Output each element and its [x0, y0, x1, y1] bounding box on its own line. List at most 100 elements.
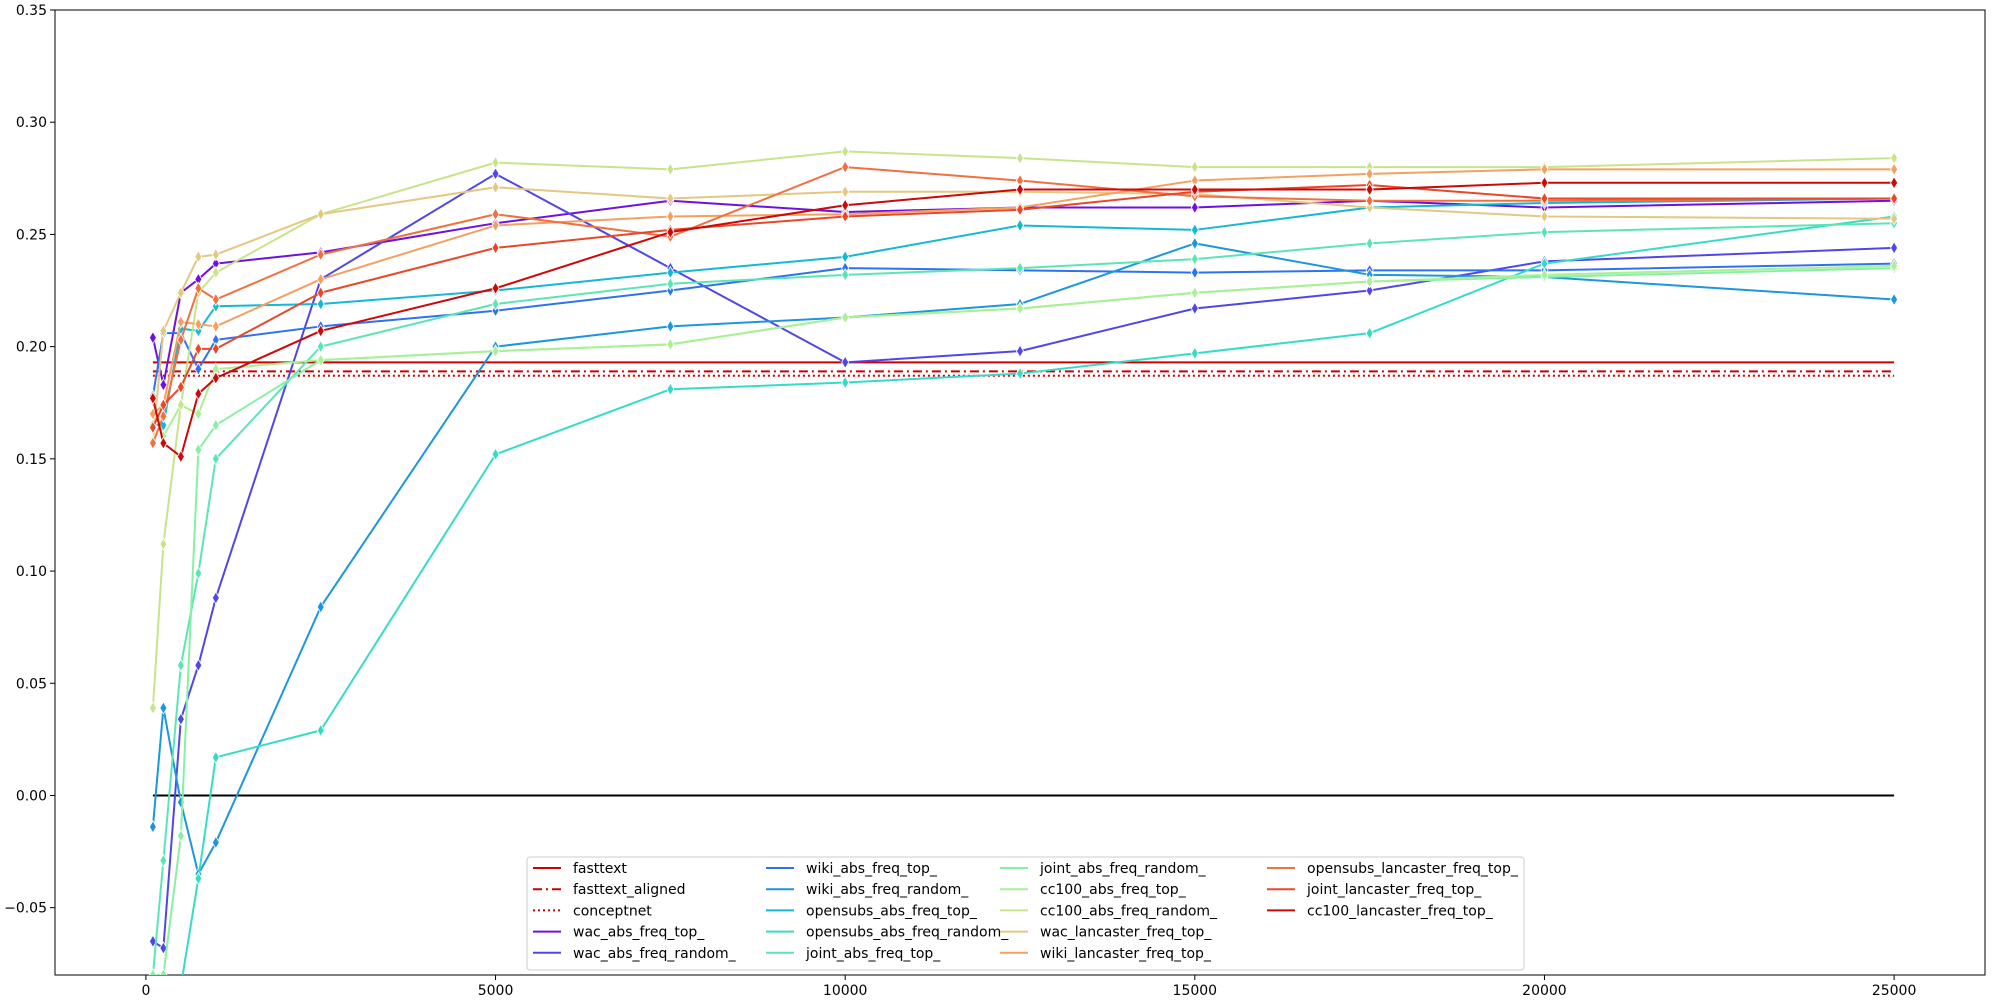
data-point [1365, 236, 1374, 251]
legend-item: conceptnet [533, 903, 652, 919]
data-point [841, 310, 850, 325]
series-line [151, 242, 1895, 876]
data-point [176, 285, 185, 300]
legend-box [526, 856, 1525, 971]
data-point [1016, 344, 1024, 358]
data-point [211, 750, 220, 765]
data-point [316, 297, 325, 311]
data-point [491, 207, 500, 222]
legend-item: wac_abs_freq_random_ [533, 946, 737, 962]
y-tick-label: 0.25 [16, 227, 47, 243]
legend-item: cc100_abs_freq_top_ [1000, 882, 1187, 898]
data-point [841, 209, 850, 224]
data-point [176, 315, 185, 329]
series-line [151, 199, 1895, 386]
data-point [491, 218, 500, 233]
series-line [152, 172, 1895, 950]
x-axis: 0 5000 10000 15000 20000 25000 [141, 975, 1916, 999]
data-point [316, 600, 325, 614]
data-point [841, 250, 850, 264]
data-point [148, 420, 157, 435]
data-point [1190, 285, 1199, 300]
data-point [666, 191, 675, 206]
data-point [491, 297, 500, 311]
series-wiki_abs_freq_top_ [148, 256, 1899, 403]
data-point [491, 447, 500, 462]
data-point [1190, 346, 1199, 361]
data-point [1540, 191, 1549, 206]
data-point [176, 380, 185, 394]
data-point [194, 386, 203, 401]
data-point [177, 980, 184, 992]
data-point [1540, 209, 1549, 224]
legend-label: opensubs_abs_freq_random_ [806, 925, 1009, 941]
data-point [159, 968, 168, 975]
data-point [491, 167, 500, 181]
data-point [194, 407, 203, 421]
data-point [194, 871, 203, 886]
data-point [1190, 265, 1199, 280]
data-point [1190, 223, 1199, 237]
legend-item: wac_abs_freq_top_ [533, 925, 705, 941]
data-point [1190, 252, 1199, 266]
data-point [316, 207, 325, 222]
data-point [194, 281, 203, 296]
data-point [1890, 241, 1899, 255]
legend-label: cc100_abs_freq_top_ [1040, 882, 1187, 898]
data-point [1016, 151, 1024, 165]
series-opensubs_lancaster_freq_top_ [148, 160, 1899, 450]
data-point [841, 144, 850, 159]
y-tick-label: 0.20 [16, 340, 47, 356]
series-wiki_lancaster_freq_top_ [148, 162, 1899, 421]
y-tick-label: 0.30 [16, 115, 47, 131]
data-point [1365, 283, 1374, 298]
legend-item: joint_abs_freq_top_ [766, 946, 941, 962]
series-line [151, 181, 1895, 458]
data-point [176, 658, 185, 673]
series-wiki_abs_freq_random_ [148, 236, 1899, 881]
legend-label: opensubs_lancaster_freq_top_ [1307, 861, 1519, 877]
data-point [211, 591, 220, 605]
legend-label: cc100_lancaster_freq_top_ [1307, 903, 1494, 919]
data-point [211, 835, 220, 850]
data-point [1890, 191, 1899, 206]
data-point [1016, 202, 1024, 217]
data-point [666, 162, 675, 177]
data-point [176, 712, 185, 726]
data-point [159, 409, 168, 423]
data-point [491, 180, 500, 195]
x-tick-label: 25000 [1872, 983, 1917, 999]
legend-label: fasttext [573, 861, 627, 877]
legend-item: wac_lancaster_freq_top_ [1000, 925, 1212, 941]
data-point [491, 344, 500, 358]
data-point [211, 452, 220, 466]
data-point [666, 209, 675, 224]
series-line [151, 166, 1895, 444]
data-point [211, 418, 220, 432]
data-point [1365, 182, 1374, 197]
data-point [1890, 292, 1899, 307]
data-point [841, 198, 850, 213]
legend-item: wiki_lancaster_freq_top_ [1000, 946, 1212, 962]
data-point [159, 324, 168, 338]
data-point [1016, 261, 1024, 275]
data-point [159, 853, 168, 868]
data-point [841, 160, 850, 174]
data-point [159, 377, 168, 392]
data-point [1190, 236, 1199, 251]
data-point [1365, 193, 1374, 208]
legend-label: fasttext_aligned [573, 882, 686, 898]
legend-label: joint_abs_freq_top_ [805, 946, 941, 962]
legend-label: conceptnet [573, 903, 652, 919]
data-point [1540, 268, 1549, 282]
data-point [1890, 259, 1899, 273]
data-point [194, 250, 203, 264]
x-tick-label: 20000 [1522, 983, 1567, 999]
data-point [159, 701, 168, 715]
legend-label: joint_abs_freq_random_ [1039, 861, 1207, 877]
legend-label: cc100_abs_freq_random_ [1040, 903, 1218, 919]
data-point [1890, 151, 1899, 165]
data-point [211, 265, 220, 280]
data-point [841, 268, 850, 282]
data-point [1540, 162, 1549, 177]
